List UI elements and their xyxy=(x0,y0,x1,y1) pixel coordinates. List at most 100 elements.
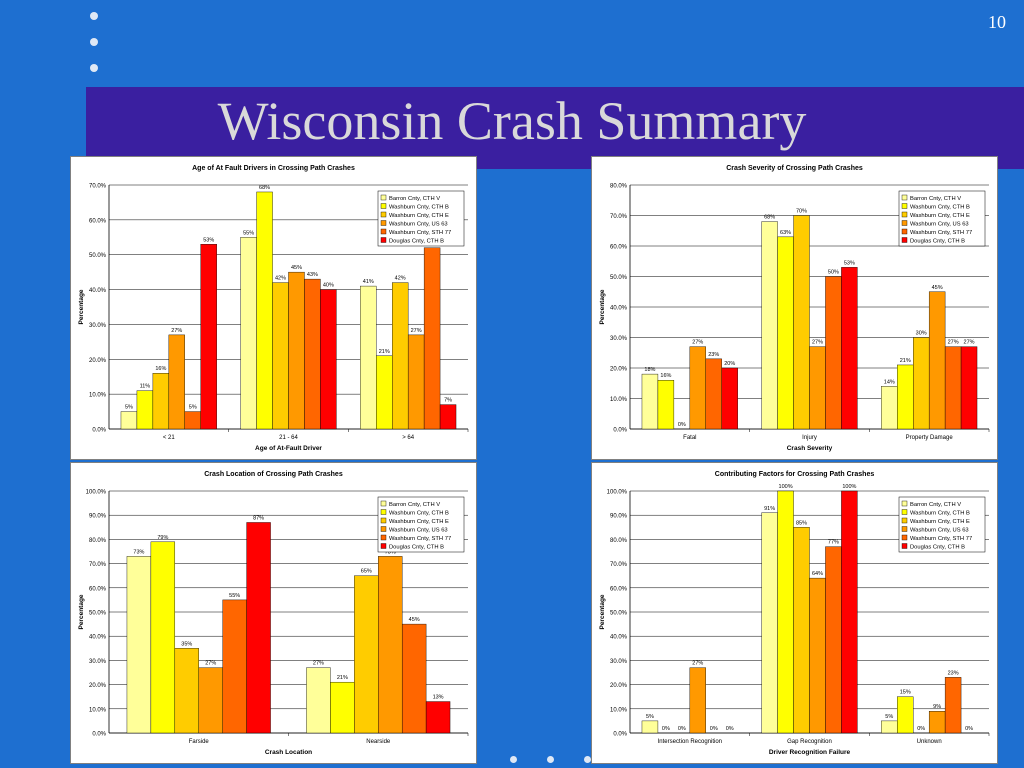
y-tick-label: 30.0% xyxy=(89,659,107,665)
bar xyxy=(150,541,176,734)
bar-data-label: 27% xyxy=(205,661,216,667)
y-tick-label: 70.0% xyxy=(89,184,107,190)
bar xyxy=(168,334,185,430)
y-tick-label: 40.0% xyxy=(610,635,628,641)
bar xyxy=(174,648,199,734)
x-tick-label: Farside xyxy=(189,739,210,745)
y-tick-label: 80.0% xyxy=(610,538,628,544)
bar-data-label: 85% xyxy=(796,520,807,526)
chart-crash-severity: Crash Severity of Crossing Path Crashes 0… xyxy=(591,156,998,460)
bar xyxy=(777,236,794,430)
legend-box xyxy=(898,190,986,247)
y-tick-label: 0.0% xyxy=(613,428,627,434)
bar-data-label: 27% xyxy=(313,661,324,667)
bar-data-label: 23% xyxy=(948,670,959,676)
bar-data-label: 5% xyxy=(885,714,893,720)
bar xyxy=(401,623,427,734)
bar xyxy=(960,346,978,430)
legend-label: Washburn Cnty, CTH E xyxy=(389,213,449,219)
bar xyxy=(256,191,273,430)
page-number: 10 xyxy=(988,12,1006,32)
x-axis-label: Crash Severity xyxy=(787,445,833,452)
y-tick-label: 30.0% xyxy=(610,659,628,665)
legend-box xyxy=(377,190,465,247)
chart-title: Contributing Factors for Crossing Path C… xyxy=(715,471,875,478)
x-axis-label: Age of At-Fault Driver xyxy=(255,445,322,452)
legend-label: Washburn Cnty, STH 77 xyxy=(389,230,451,236)
legend-label: Douglas Cnty, CTH B xyxy=(389,238,444,244)
y-tick-label: 100.0% xyxy=(607,490,628,496)
legend-swatch xyxy=(380,500,387,507)
bar xyxy=(152,373,170,430)
legend-swatch xyxy=(380,237,387,243)
legend-label: Washburn Cnty, STH 77 xyxy=(910,536,972,542)
y-tick-label: 20.0% xyxy=(610,683,628,689)
nav-dot-3 xyxy=(584,756,591,763)
bar xyxy=(407,334,425,430)
legend-swatch xyxy=(901,517,908,524)
chart-age-of-at-fault-drivers: Age of At Fault Drivers in Crossing Path… xyxy=(70,156,477,460)
y-tick-label: 20.0% xyxy=(610,367,628,373)
bar xyxy=(120,411,138,430)
legend-label: Douglas Cnty, CTH B xyxy=(910,238,965,244)
bar-data-label: 91% xyxy=(764,506,775,512)
legend-swatch xyxy=(380,543,387,549)
bar xyxy=(126,556,152,734)
y-tick-label: 60.0% xyxy=(610,586,628,592)
y-tick-label: 50.0% xyxy=(610,611,628,617)
y-tick-label: 80.0% xyxy=(89,538,107,544)
bar xyxy=(222,599,247,734)
bar-data-label: 27% xyxy=(692,661,703,667)
y-axis-label: Percentage xyxy=(78,289,85,324)
legend-swatch xyxy=(380,194,387,201)
bar xyxy=(761,512,778,734)
bar-data-label: 27% xyxy=(692,340,703,346)
bar xyxy=(376,355,393,430)
bar xyxy=(913,337,930,430)
bar-data-label: 73% xyxy=(385,549,396,555)
legend-swatch xyxy=(901,220,908,226)
bar xyxy=(423,247,441,430)
bar xyxy=(641,373,659,430)
bar-data-label: 68% xyxy=(259,185,270,191)
bar xyxy=(304,278,321,430)
bar xyxy=(897,696,914,734)
bar xyxy=(136,390,154,430)
legend-swatch xyxy=(901,228,908,235)
chart-crash-location: Crash Location of Crossing Path Crashes 0… xyxy=(70,462,477,764)
bar-data-label: 68% xyxy=(764,215,775,221)
bar-data-label: 0% xyxy=(678,726,686,732)
bar-data-label: 0% xyxy=(726,726,734,732)
bar-data-label: 100% xyxy=(842,484,856,490)
bar-data-label: 16% xyxy=(155,366,166,372)
legend-label: Douglas Cnty, CTH B xyxy=(910,544,965,550)
bar xyxy=(272,282,289,430)
legend-label: Washburn Cnty, CTH B xyxy=(910,510,970,516)
y-tick-label: 10.0% xyxy=(610,397,628,403)
bar xyxy=(689,667,706,734)
legend-swatch xyxy=(380,211,387,218)
chart-contributing-factors: Contributing Factors for Crossing Path C… xyxy=(591,462,998,764)
bar-data-label: 63% xyxy=(780,230,791,236)
bar-data-label: 27% xyxy=(812,340,823,346)
y-tick-label: 50.0% xyxy=(89,611,107,617)
y-tick-label: 60.0% xyxy=(89,218,107,224)
bar-data-label: 5% xyxy=(189,405,197,411)
legend-label: Barron Cnty, CTH V xyxy=(910,502,961,508)
y-axis-label: Percentage xyxy=(599,289,606,324)
bar-data-label: 64% xyxy=(812,571,823,577)
y-tick-label: 100.0% xyxy=(86,490,107,496)
bar xyxy=(777,490,794,734)
bar-data-label: 27% xyxy=(964,340,975,346)
bar-data-label: 15% xyxy=(900,690,911,696)
slide-title: Wisconsin Crash Summary xyxy=(217,91,807,151)
chart-title: Crash Location of Crossing Path Crashes xyxy=(204,471,343,478)
bar-data-label: 41% xyxy=(363,279,374,285)
bar xyxy=(944,346,962,430)
x-tick-label: Intersection Recognition xyxy=(658,739,722,745)
legend-swatch xyxy=(901,500,908,507)
y-tick-label: 0.0% xyxy=(92,732,106,738)
bar-data-label: 27% xyxy=(171,328,182,334)
legend-label: Washburn Cnty, US 63 xyxy=(910,221,969,227)
y-tick-label: 70.0% xyxy=(610,562,628,568)
